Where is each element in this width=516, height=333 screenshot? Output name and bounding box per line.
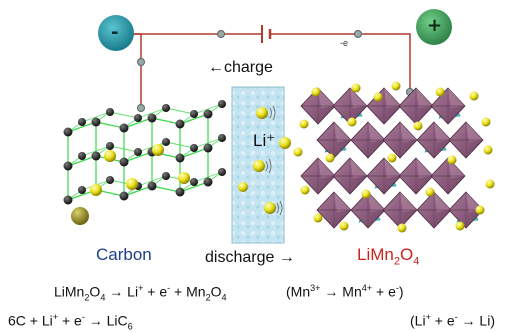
negative-sign: - <box>111 22 119 43</box>
separator-lithium-ions <box>238 107 291 214</box>
lithium-ion-large <box>71 207 89 225</box>
lithium-ion-label: Li⁺ <box>253 131 276 150</box>
anode-label: Carbon <box>96 245 152 264</box>
cathode-equation: LiMn2O4 → Li+ + e- + Mn2O4 <box>54 283 227 303</box>
negative-terminal-icon <box>98 15 134 51</box>
graphite-lattice <box>63 100 226 205</box>
ion-motion-marks <box>265 105 283 216</box>
positive-sign: + <box>427 15 443 36</box>
positive-terminal-icon <box>416 9 452 45</box>
electron-label: -e <box>340 38 349 48</box>
spinel-crystal <box>293 81 495 233</box>
charge-label: ←charge <box>208 59 273 76</box>
battery-symbol <box>261 25 272 43</box>
manganese-equation: (Mn3+ → Mn4+ + e-) <box>286 283 404 300</box>
anode-equation: 6C + Li+ + e- → LiC6 <box>8 312 133 332</box>
discharge-label: discharge → <box>205 249 295 266</box>
lithium-equation: (Li+ + e- → Li) <box>410 312 495 329</box>
cathode-label: LiMn2O4 <box>357 245 420 268</box>
wire-nodes <box>137 30 414 112</box>
